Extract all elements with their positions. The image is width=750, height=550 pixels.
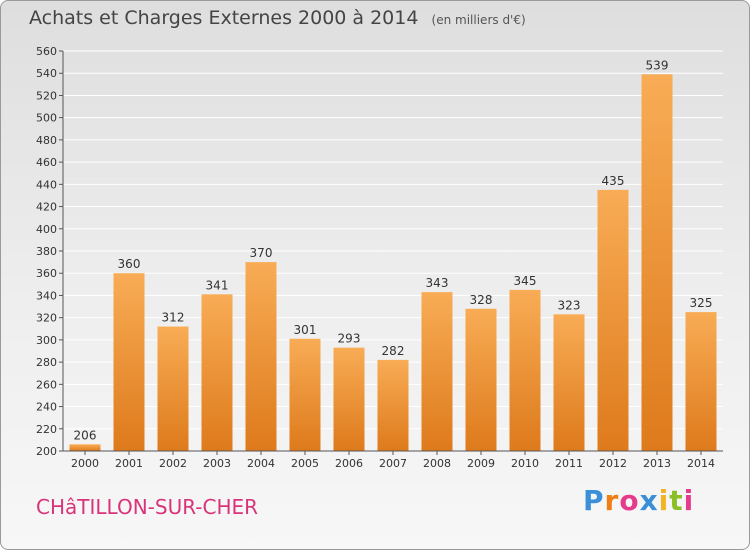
y-tick-label: 560 — [36, 45, 57, 58]
logo-letter: t — [669, 484, 684, 517]
bar-2011 — [553, 314, 585, 451]
x-tick-label: 2013 — [643, 457, 671, 470]
chart-title: Achats et Charges Externes 2000 à 2014 (… — [29, 7, 526, 29]
data-label-2013: 539 — [646, 58, 669, 72]
logo-letter: i — [683, 484, 695, 517]
bar-2007 — [377, 359, 409, 451]
x-tick-label: 2010 — [511, 457, 539, 470]
y-tick-label: 240 — [36, 401, 57, 414]
x-tick-label: 2009 — [467, 457, 495, 470]
data-label-2014: 325 — [690, 296, 713, 310]
title-text: Achats et Charges Externes 2000 à 2014 — [29, 7, 419, 29]
y-tick-label: 300 — [36, 334, 57, 347]
x-tick-label: 2002 — [159, 457, 187, 470]
x-tick-label: 2014 — [687, 457, 715, 470]
x-tick-label: 2005 — [291, 457, 319, 470]
logo-letter: r — [604, 484, 620, 517]
data-label-2001: 360 — [118, 257, 141, 271]
y-tick-label: 280 — [36, 356, 57, 369]
data-label-2002: 312 — [162, 311, 185, 325]
x-tick-label: 2007 — [379, 457, 407, 470]
data-label-2007: 282 — [382, 344, 405, 358]
bar-2004 — [245, 262, 277, 451]
bar-2000 — [69, 444, 101, 451]
bar-2006 — [333, 347, 365, 451]
bar-2012 — [597, 189, 629, 451]
bar-2005 — [289, 338, 321, 451]
logo-letter: x — [639, 484, 659, 517]
x-tick-label: 2012 — [599, 457, 627, 470]
bar-2003 — [201, 294, 233, 451]
data-label-2009: 328 — [470, 293, 493, 307]
x-tick-label: 2008 — [423, 457, 451, 470]
data-label-2003: 341 — [206, 278, 229, 292]
y-tick-label: 400 — [36, 223, 57, 236]
logo-letter: o — [619, 484, 640, 517]
logo-letter: P — [583, 484, 605, 517]
x-tick-label: 2004 — [247, 457, 275, 470]
y-tick-label: 500 — [36, 112, 57, 125]
y-tick-label: 520 — [36, 89, 57, 102]
bar-2008 — [421, 292, 453, 451]
bar-2010 — [509, 289, 541, 451]
y-tick-label: 200 — [36, 445, 57, 458]
x-tick-label: 2001 — [115, 457, 143, 470]
bar-2014 — [685, 312, 717, 451]
data-label-2008: 343 — [426, 276, 449, 290]
x-tick-label: 2011 — [555, 457, 583, 470]
data-label-2012: 435 — [602, 174, 625, 188]
bar-2013 — [641, 74, 673, 451]
proxiti-logo: Proxiti — [583, 487, 694, 515]
y-tick-label: 540 — [36, 67, 57, 80]
logo-letter: i — [658, 484, 670, 517]
y-tick-label: 340 — [36, 289, 57, 302]
y-tick-label: 260 — [36, 378, 57, 391]
title-unit: (en milliers d'€) — [431, 13, 526, 27]
data-label-2010: 345 — [514, 274, 537, 288]
bar-2009 — [465, 308, 497, 451]
x-tick-label: 2000 — [71, 457, 99, 470]
bar-2001 — [113, 273, 145, 451]
x-tick-label: 2003 — [203, 457, 231, 470]
y-tick-label: 380 — [36, 245, 57, 258]
data-label-2004: 370 — [250, 246, 273, 260]
y-tick-label: 440 — [36, 178, 57, 191]
y-tick-label: 480 — [36, 134, 57, 147]
data-label-2006: 293 — [338, 332, 361, 346]
axis-layer: 200 220 240 260 280 300 320 340 360 380 400 420 440 4… — [36, 45, 723, 470]
data-label-2011: 323 — [558, 298, 581, 312]
bar-layer: 206 360 312 341 370 301 293 282 343 328 345 323 435 5… — [69, 58, 717, 451]
y-tick-label: 360 — [36, 267, 57, 280]
y-tick-label: 320 — [36, 312, 57, 325]
x-tick-label: 2006 — [335, 457, 363, 470]
bar-2002 — [157, 326, 189, 451]
data-label-2005: 301 — [294, 323, 317, 337]
data-label-2000: 206 — [74, 428, 97, 442]
commune-name: CHâTILLON-SUR-CHER — [36, 495, 259, 519]
y-tick-label: 460 — [36, 156, 57, 169]
y-tick-label: 420 — [36, 201, 57, 214]
y-tick-label: 220 — [36, 423, 57, 436]
